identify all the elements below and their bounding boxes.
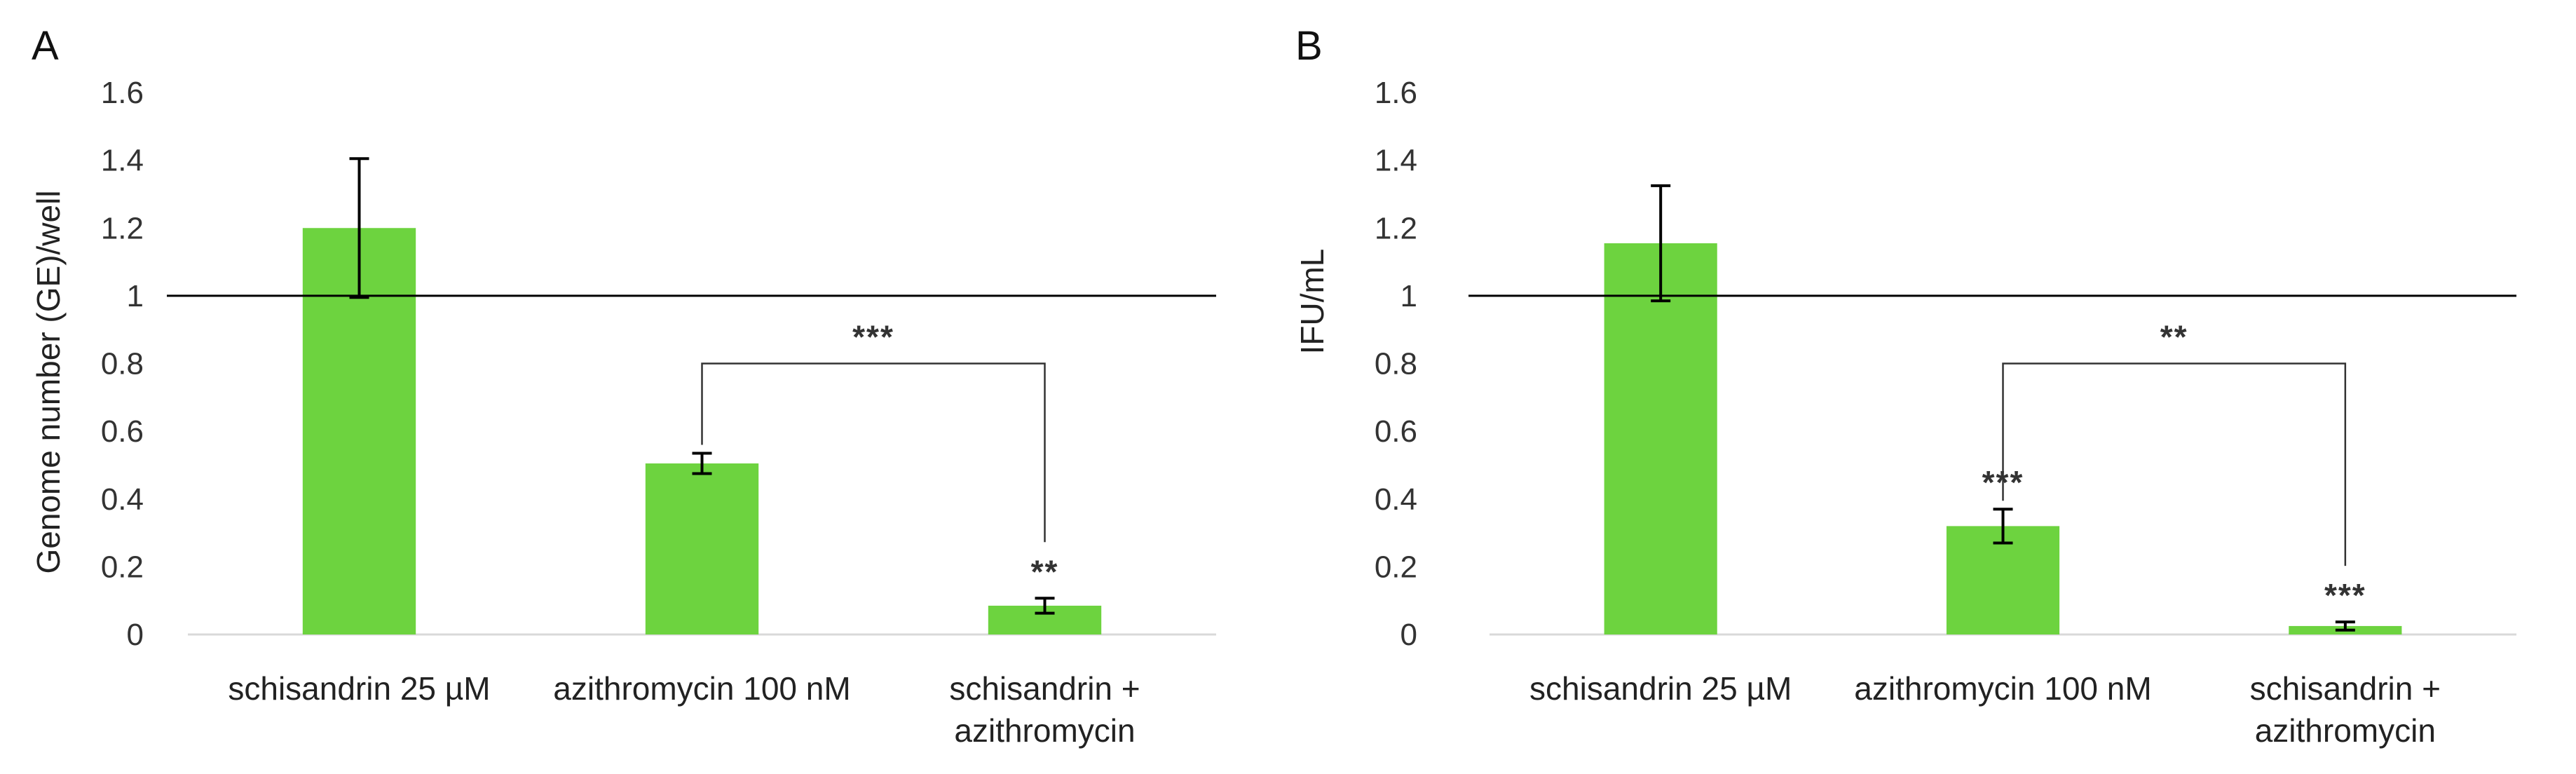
bar [1604, 243, 1717, 635]
y-tick-label: 0.8 [1375, 347, 1417, 381]
y-tick-label: 1 [1401, 279, 1417, 313]
bracket-significance-label: ** [2160, 319, 2188, 355]
y-axis-label-b: IFU/mL [1294, 249, 1330, 355]
y-tick-label: 0.4 [1375, 482, 1417, 517]
y-tick-label: 1 [127, 279, 144, 313]
panel-label-b: B [1295, 23, 1323, 69]
category-label-line2: azithromycin [2255, 712, 2436, 749]
category-label: azithromycin 100 nM [1854, 670, 2151, 707]
y-tick-label: 0.6 [101, 414, 144, 449]
significance-bracket [701, 362, 1046, 543]
bar-annotations-b: *** *** [1982, 464, 2366, 613]
y-axis-label-a: Genome number (GE)/well [30, 190, 67, 573]
y-tick-label: 1.2 [1375, 211, 1417, 245]
bracket-significance-label: *** [852, 319, 894, 355]
y-tick-label: 0.2 [1375, 550, 1417, 584]
x-category-labels-a: schisandrin 25 µM azithromycin 100 nM sc… [228, 670, 1140, 749]
y-tick-label: 1.6 [1375, 76, 1417, 110]
y-tick-label: 0.2 [101, 550, 144, 584]
y-tick-label: 0 [1401, 618, 1417, 652]
category-label: schisandrin 25 µM [1529, 670, 1792, 707]
category-label: schisandrin + [2250, 670, 2441, 707]
category-label: schisandrin + [949, 670, 1140, 707]
y-ticks-a: 0 0.2 0.4 0.6 0.8 1 1.2 1.4 1.6 [101, 76, 144, 652]
y-tick-label: 1.6 [101, 76, 144, 110]
y-tick-label: 0.6 [1375, 414, 1417, 449]
significance-bracket [2002, 362, 2347, 566]
category-label: schisandrin 25 µM [228, 670, 490, 707]
bar-annotations-a: ** [1031, 553, 1059, 590]
bar-significance-label: ** [1031, 553, 1059, 590]
y-tick-label: 0 [127, 618, 144, 652]
y-tick-label: 1.4 [101, 144, 144, 178]
y-tick-label: 0.8 [101, 347, 144, 381]
panel-label-a: A [32, 23, 59, 69]
y-tick-label: 0.4 [101, 482, 144, 517]
y-ticks-b: 0 0.2 0.4 0.6 0.8 1 1.2 1.4 1.6 [1375, 76, 1417, 652]
category-label: azithromycin 100 nM [553, 670, 850, 707]
bar [645, 463, 759, 634]
y-tick-label: 1.2 [101, 211, 144, 245]
chart-panel-a: A Genome number (GE)/well 0 0.2 0.4 0.6 … [30, 23, 1216, 749]
category-label-line2: azithromycin [954, 712, 1135, 749]
chart-panel-b: B IFU/mL 0 0.2 0.4 0.6 0.8 1 1.2 1.4 1.6… [1294, 23, 2516, 749]
x-category-labels-b: schisandrin 25 µM azithromycin 100 nM sc… [1529, 670, 2441, 749]
bar-significance-label: *** [2324, 577, 2366, 613]
y-tick-label: 1.4 [1375, 144, 1417, 178]
